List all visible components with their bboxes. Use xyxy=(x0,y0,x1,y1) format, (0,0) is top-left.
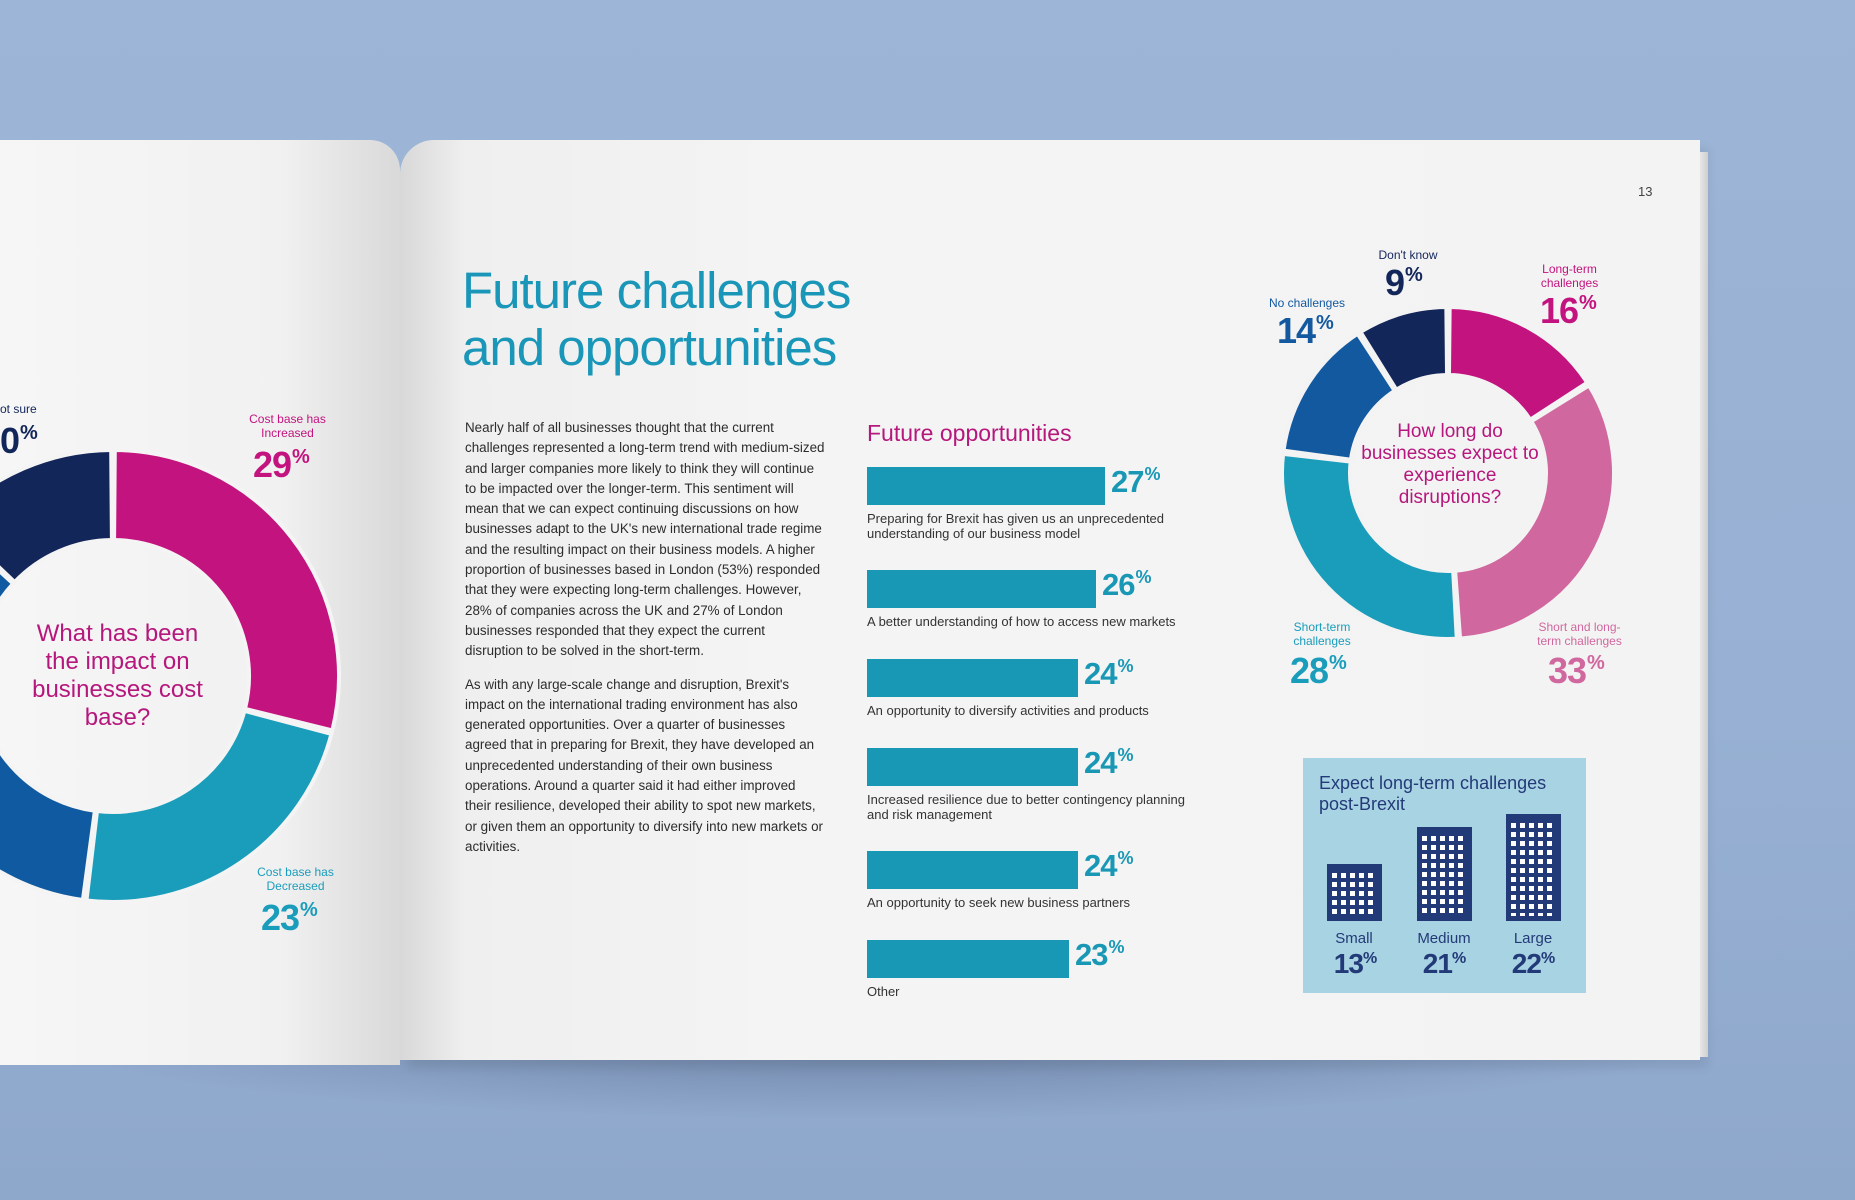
body-paragraph-1: Nearly half of all businesses thought th… xyxy=(465,420,825,659)
long-term-label: Long-term challenges xyxy=(1540,262,1599,290)
disruption-donut-segment xyxy=(1446,304,1591,423)
medium-building-icon xyxy=(1417,827,1472,921)
cost-base-donut-center: What has been the impact on businesses c… xyxy=(32,620,203,731)
left-page: What has been the impact on businesses c… xyxy=(0,140,400,1065)
disruption-donut-segment xyxy=(1452,382,1616,641)
disruption-donut-segment xyxy=(1357,304,1450,393)
opportunity-bar xyxy=(867,467,1105,505)
disruption-donut-center: How long do businesses expect to experie… xyxy=(1361,421,1539,508)
opportunity-bar-label: Other xyxy=(867,984,900,999)
opportunity-bar-label: An opportunity to diversify activities a… xyxy=(867,703,1149,718)
medium-label: Medium xyxy=(1417,930,1471,947)
opportunity-bar-value: 24% xyxy=(1084,848,1134,883)
disruption-donut xyxy=(1280,304,1616,641)
body-text: Nearly half of all businesses thought th… xyxy=(465,418,825,870)
dont-know-pct: 9% xyxy=(1385,262,1423,303)
cost-base-donut-segment xyxy=(0,568,16,605)
large-label: Large xyxy=(1513,930,1553,947)
disruption-donut-segment xyxy=(1281,330,1398,462)
increased-label: Cost base has Increased xyxy=(249,412,326,440)
decreased-label: Cost base has Decreased xyxy=(257,865,334,893)
cost-base-donut xyxy=(0,447,341,904)
not-sure-label: ot sure xyxy=(0,402,37,416)
opportunity-bar-value: 26% xyxy=(1102,567,1152,602)
not-sure-pct: 0% xyxy=(0,420,38,461)
no-challenges-label: No challenges xyxy=(1268,296,1346,310)
small-building-icon xyxy=(1327,864,1382,921)
opportunity-bar xyxy=(867,851,1078,889)
opportunity-bar-label: Increased resilience due to better conti… xyxy=(867,792,1185,822)
cost-base-donut-segment xyxy=(84,708,334,904)
opportunity-bar xyxy=(867,940,1069,978)
increased-pct: 29% xyxy=(253,444,310,485)
medium-pct: 21% xyxy=(1422,948,1466,979)
small-label: Small xyxy=(1335,930,1373,947)
large-building-icon xyxy=(1506,814,1561,921)
decreased-pct: 23% xyxy=(261,897,318,938)
page-number: 13 xyxy=(1638,184,1653,199)
dont-know-label: Don't know xyxy=(1378,248,1438,262)
cost-base-donut-segment xyxy=(112,447,341,733)
body-paragraph-2: As with any large-scale change and disru… xyxy=(465,676,823,854)
page-title: Future challenges and opportunities xyxy=(462,262,851,376)
opportunity-bar xyxy=(867,659,1078,697)
company-size-panel: Expect long-term challenges post-Brexit … xyxy=(1303,758,1586,993)
disruption-donut-segment xyxy=(1280,451,1459,641)
no-challenges-pct: 14% xyxy=(1277,310,1334,351)
opportunity-bar-value: 27% xyxy=(1111,464,1161,499)
opportunity-bar-label: A better understanding of how to access … xyxy=(867,614,1176,629)
title-line-1: Future challenges xyxy=(462,262,851,319)
opportunity-bar-value: 24% xyxy=(1084,745,1134,780)
short-and-long-term-label: Short and long-term challenges xyxy=(1537,620,1622,648)
opportunity-bar-value: 24% xyxy=(1084,656,1134,691)
company-size-title: Expect long-term challenges post-Brexit xyxy=(1319,773,1547,814)
large-pct: 22% xyxy=(1511,948,1555,979)
cost-base-donut-segment xyxy=(0,447,114,585)
opportunities-title: Future opportunities xyxy=(867,420,1072,446)
page-edge xyxy=(1700,152,1708,1057)
opportunity-bar xyxy=(867,570,1096,608)
opportunity-bar-label: Preparing for Brexit has given us an unp… xyxy=(867,511,1165,541)
short-term-pct: 28% xyxy=(1290,650,1347,691)
opportunity-bar-label: An opportunity to seek new business part… xyxy=(867,895,1131,910)
opportunity-bar xyxy=(867,748,1078,786)
short-term-label: Short-term challenges xyxy=(1293,620,1351,648)
title-line-2: and opportunities xyxy=(462,319,837,376)
long-term-pct: 16% xyxy=(1540,290,1597,331)
short-and-long-term-pct: 33% xyxy=(1548,650,1605,691)
cost-base-donut-segment xyxy=(0,747,98,903)
small-pct: 13% xyxy=(1333,948,1377,979)
opportunity-bar-value: 23% xyxy=(1075,937,1125,972)
